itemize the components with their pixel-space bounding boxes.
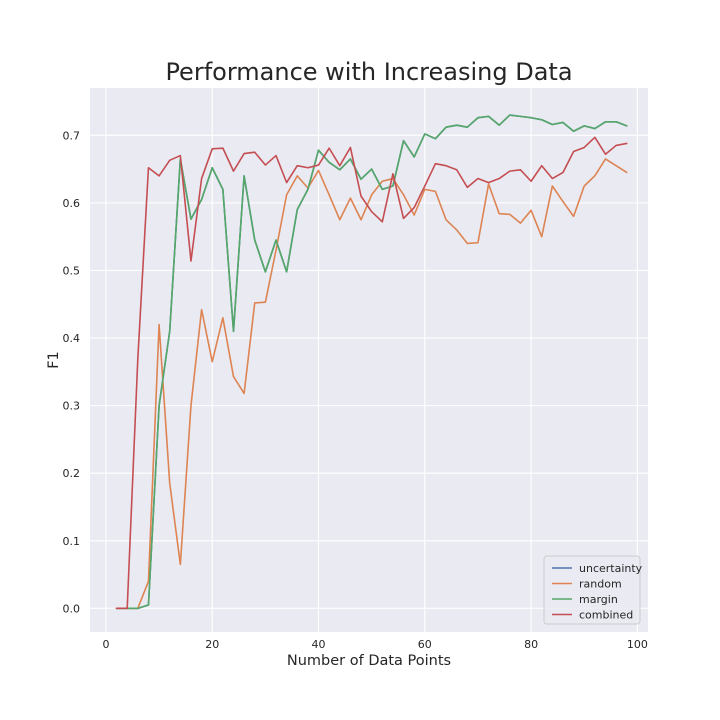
chart-title: Performance with Increasing Data: [165, 58, 572, 86]
y-tick-labels: 0.0 0.1 0.2 0.3 0.4 0.5 0.6 0.7: [63, 129, 81, 615]
series-lines: [115, 114, 628, 610]
y-axis-label: F1: [46, 351, 62, 369]
x-tick-label: 40: [312, 638, 326, 651]
series-line-random: [115, 158, 628, 610]
y-tick-label: 0.4: [63, 332, 81, 345]
legend-frame: [543, 555, 641, 625]
legend: uncertainty random margin combined: [543, 555, 643, 625]
series-line-margin: [115, 114, 628, 610]
y-tick-label: 0.6: [63, 197, 81, 210]
x-tick-label: 20: [205, 638, 219, 651]
x-tick-label: 0: [102, 638, 109, 651]
legend-label-combined: combined: [579, 609, 633, 622]
y-tick-label: 0.1: [63, 535, 81, 548]
y-tick-label: 0.5: [63, 264, 81, 277]
y-tick-label: 0.3: [63, 400, 81, 413]
y-tick-label: 0.0: [63, 602, 81, 615]
x-tick-label: 60: [418, 638, 432, 651]
legend-label-random: random: [579, 578, 622, 591]
x-tick-label: 100: [627, 638, 648, 651]
series-line-combined: [115, 136, 628, 610]
y-tick-label: 0.7: [63, 129, 81, 142]
y-tick-label: 0.2: [63, 467, 81, 480]
legend-label-uncertainty: uncertainty: [579, 562, 643, 575]
x-tick-labels: 0 20 40 60 80 100: [102, 638, 647, 651]
x-tick-label: 80: [524, 638, 538, 651]
legend-label-margin: margin: [579, 593, 618, 606]
x-axis-label: Number of Data Points: [287, 653, 451, 669]
